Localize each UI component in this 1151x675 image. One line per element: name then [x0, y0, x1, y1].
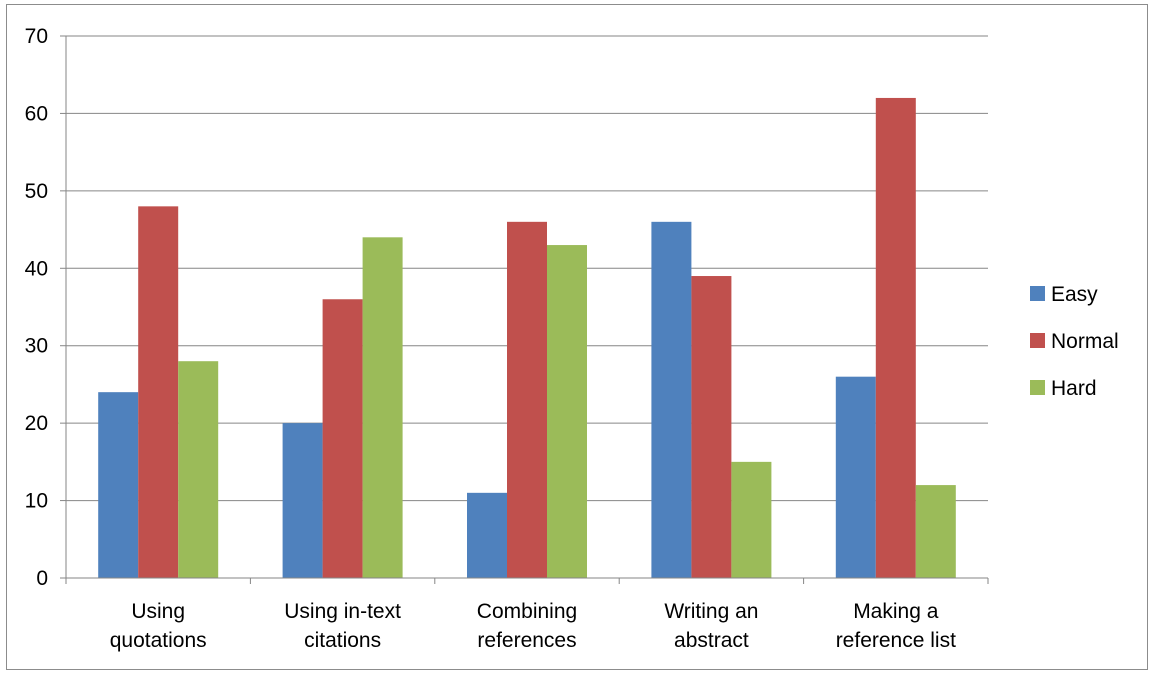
- x-axis-tick-labels: Using quotations Using in-text citations Com…: [110, 600, 956, 652]
- legend-swatch-easy: [1030, 286, 1045, 301]
- y-tick-label: 0: [36, 567, 48, 590]
- x-tick-label: Making a: [853, 600, 939, 623]
- y-tick-label: 20: [25, 412, 48, 435]
- bar-easy-2: [467, 492, 507, 578]
- legend-label-normal: Normal: [1051, 330, 1119, 353]
- x-tick-label: Using in-text: [284, 600, 401, 623]
- x-tick-label: Using: [131, 600, 185, 623]
- bar-normal-3: [691, 276, 732, 578]
- bar-hard-4: [915, 485, 956, 578]
- x-tick-label: Writing an: [664, 600, 758, 623]
- legend-label-hard: Hard: [1051, 377, 1097, 400]
- legend-swatch-normal: [1030, 333, 1045, 348]
- y-tick-label: 50: [25, 180, 48, 203]
- bar-hard-0: [178, 361, 219, 578]
- chart-frame: [6, 4, 1148, 670]
- axes: [60, 35, 989, 584]
- bar-easy-0: [98, 392, 139, 578]
- y-axis-tick-labels: 0 10 20 30 40 50 60 70: [25, 25, 48, 590]
- x-tick-label: reference list: [836, 629, 956, 652]
- legend-swatch-hard: [1030, 380, 1045, 395]
- bar-easy-4: [835, 376, 876, 578]
- bar-easy-1: [282, 423, 323, 578]
- x-tick-label: abstract: [674, 629, 749, 652]
- bar-normal-0: [138, 206, 179, 579]
- legend-label-easy: Easy: [1051, 283, 1098, 306]
- bar-normal-2: [507, 221, 547, 579]
- bars: [98, 97, 956, 579]
- x-tick-label: references: [477, 629, 576, 652]
- x-tick-label: citations: [304, 629, 381, 652]
- y-tick-label: 60: [25, 102, 48, 125]
- y-tick-label: 40: [25, 257, 48, 280]
- legend: Easy Normal Hard: [1030, 283, 1119, 400]
- bar-hard-2: [547, 245, 587, 579]
- x-tick-label: Combining: [477, 600, 577, 623]
- bar-hard-1: [362, 237, 403, 579]
- bar-normal-1: [322, 299, 363, 578]
- y-tick-label: 30: [25, 335, 48, 358]
- bar-normal-4: [875, 97, 916, 578]
- gridlines: [66, 35, 988, 502]
- bar-easy-3: [651, 221, 692, 579]
- bar-hard-3: [731, 461, 772, 578]
- y-tick-label: 70: [25, 25, 48, 48]
- x-tick-label: quotations: [110, 629, 207, 652]
- y-tick-label: 10: [25, 490, 48, 513]
